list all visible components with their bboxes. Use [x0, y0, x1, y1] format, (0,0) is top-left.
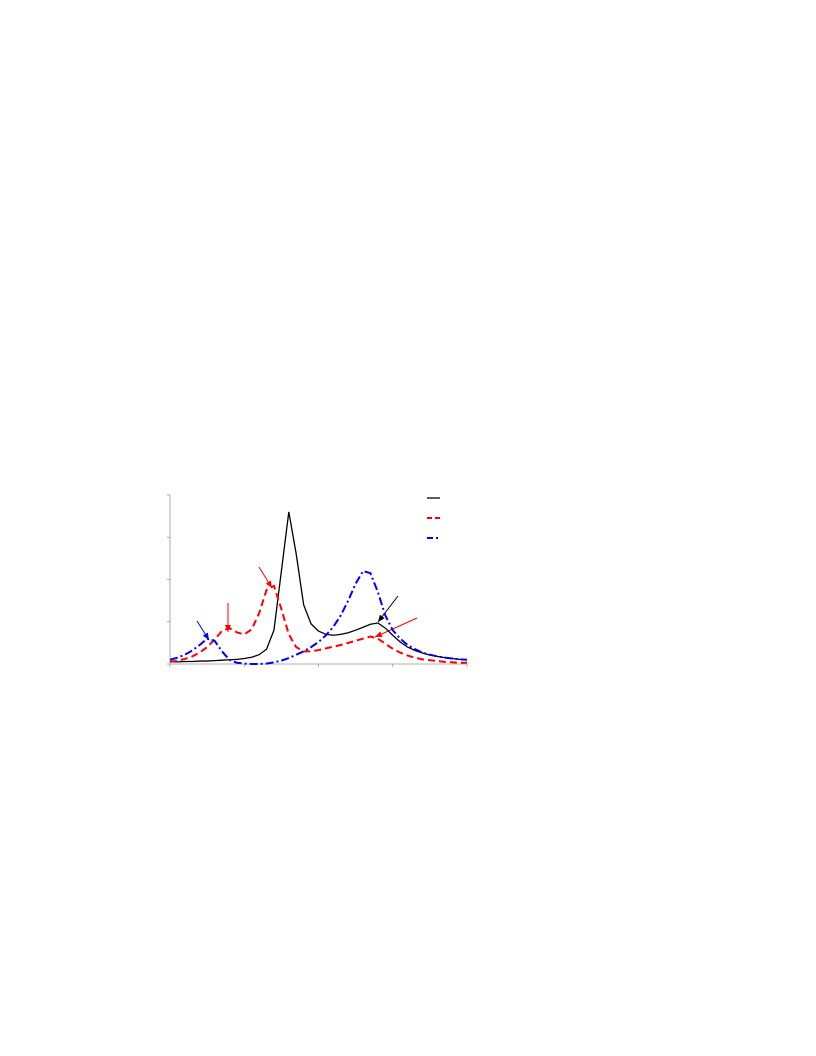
arrow [377, 595, 399, 623]
arrow [258, 566, 273, 589]
arrow [196, 620, 210, 641]
annotation-arrows [196, 566, 418, 641]
arrow [374, 617, 418, 638]
data-line [169, 569, 468, 665]
data-line [170, 511, 468, 663]
data-line [169, 584, 467, 664]
